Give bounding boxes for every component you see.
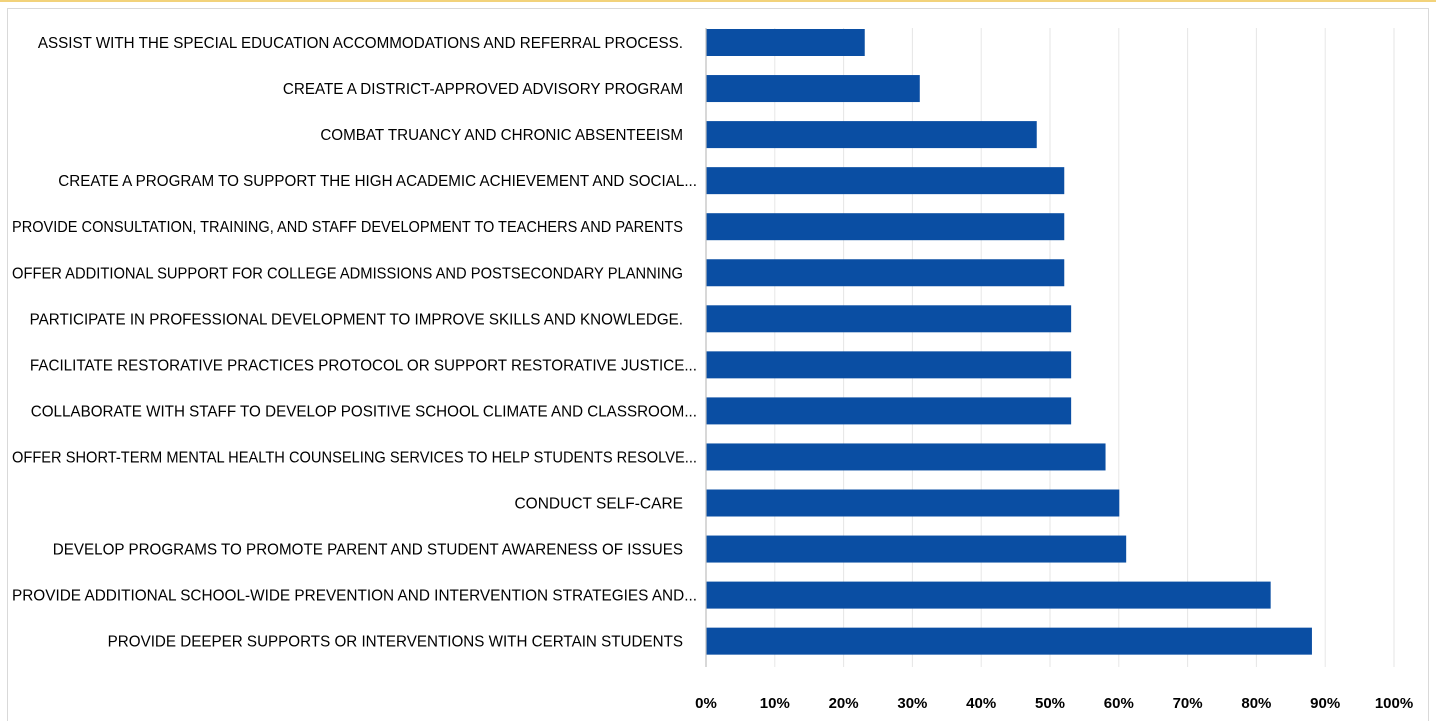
- category-label: PARTICIPATE IN PROFESSIONAL DEVELOPMENT …: [30, 311, 683, 328]
- category-label: CREATE A DISTRICT-APPROVED ADVISORY PROG…: [283, 81, 683, 98]
- bars: [706, 29, 1312, 655]
- category-label: DEVELOP PROGRAMS TO PROMOTE PARENT AND S…: [53, 542, 683, 559]
- bar: [706, 581, 1271, 609]
- bar: [706, 535, 1127, 563]
- x-tick-label: 40%: [966, 695, 996, 712]
- category-labels: ASSIST WITH THE SPECIAL EDUCATION ACCOMM…: [12, 35, 697, 651]
- bar: [706, 29, 865, 56]
- x-tick-label: 100%: [1375, 695, 1413, 712]
- x-tick-label: 10%: [760, 695, 790, 712]
- bar: [706, 121, 1037, 149]
- bar: [706, 75, 920, 103]
- category-label: OFFER ADDITIONAL SUPPORT FOR COLLEGE ADM…: [12, 265, 683, 282]
- bar: [706, 397, 1072, 425]
- category-label: PROVIDE ADDITIONAL SCHOOL-WIDE PREVENTIO…: [12, 588, 697, 605]
- category-label: PROVIDE CONSULTATION, TRAINING, AND STAF…: [12, 219, 683, 236]
- x-tick-label: 70%: [1173, 695, 1203, 712]
- tick-labels: 0% 10% 20% 30% 40% 50% 60% 70% 80% 90% 100%: [695, 695, 1413, 712]
- x-tick-label: 0%: [695, 695, 717, 712]
- bar: [706, 305, 1072, 333]
- top-accent-rule: [0, 0, 1436, 2]
- bar: [706, 489, 1120, 517]
- category-label: ASSIST WITH THE SPECIAL EDUCATION ACCOMM…: [38, 35, 683, 52]
- category-label: FACILITATE RESTORATIVE PRACTICES PROTOCO…: [30, 357, 697, 374]
- category-label: PROVIDE DEEPER SUPPORTS OR INTERVENTIONS…: [108, 634, 683, 651]
- x-tick-label: 30%: [897, 695, 927, 712]
- category-label: OFFER SHORT-TERM MENTAL HEALTH COUNSELIN…: [12, 449, 697, 466]
- x-tick-label: 60%: [1104, 695, 1134, 712]
- bar: [706, 167, 1065, 195]
- x-tick-label: 20%: [829, 695, 859, 712]
- x-tick-label: 50%: [1035, 695, 1065, 712]
- category-label: COMBAT TRUANCY AND CHRONIC ABSENTEEISM: [320, 127, 683, 144]
- category-label: COLLABORATE WITH STAFF TO DEVELOP POSITI…: [31, 403, 697, 420]
- bar: [706, 627, 1312, 655]
- bar: [706, 213, 1065, 241]
- bar: [706, 443, 1106, 471]
- category-label: CONDUCT SELF-CARE: [514, 496, 683, 513]
- bar: [706, 351, 1072, 379]
- x-tick-label: 90%: [1310, 695, 1340, 712]
- bar: [706, 259, 1065, 287]
- category-label: CREATE A PROGRAM TO SUPPORT THE HIGH ACA…: [58, 173, 697, 190]
- x-tick-label: 80%: [1241, 695, 1271, 712]
